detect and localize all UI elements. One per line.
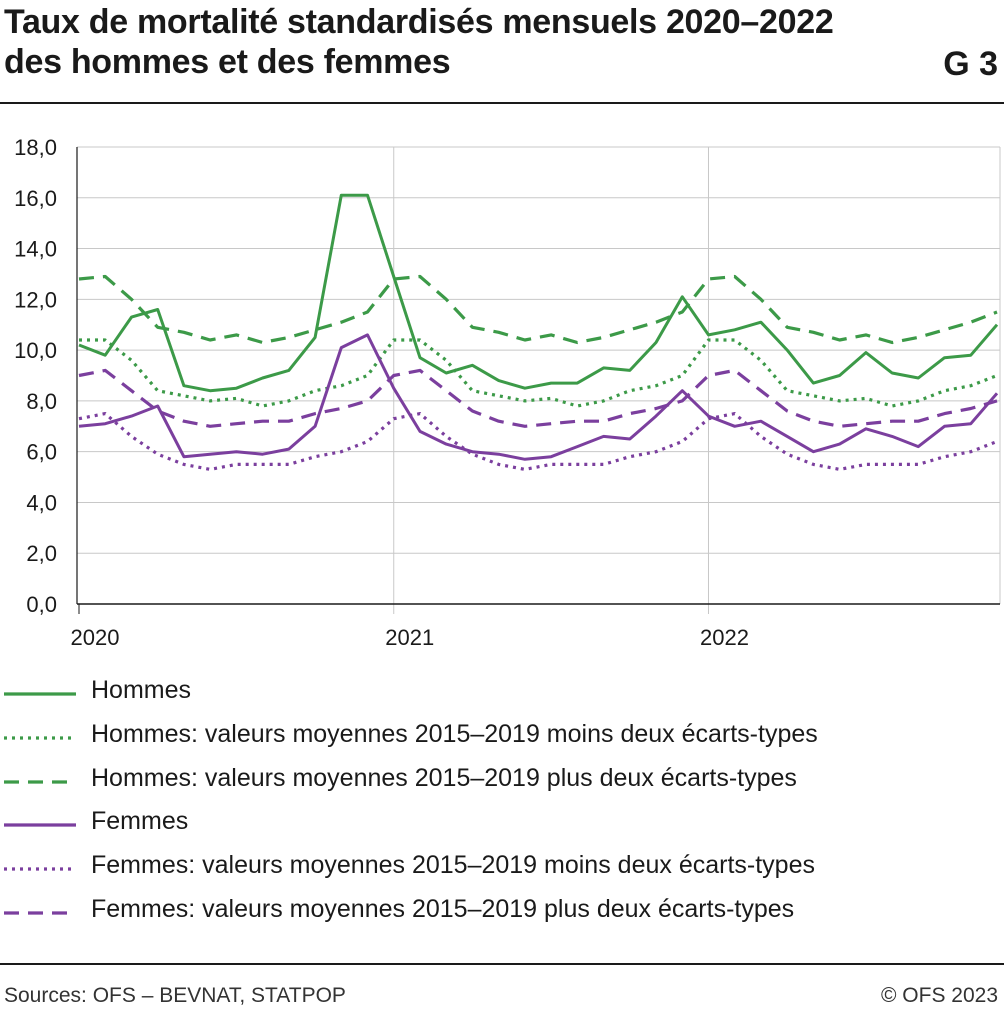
y-tick-label: 10,0 xyxy=(14,338,57,363)
series-line-2 xyxy=(78,274,998,345)
legend-label: Hommes: valeurs moyennes 2015–2019 moins… xyxy=(91,720,818,748)
x-axis: 2020 2021 2022 xyxy=(71,603,1000,650)
legend-item: Hommes: valeurs moyennes 2015–2019 plus … xyxy=(0,760,1004,804)
legend-item: Femmes xyxy=(0,803,1004,847)
copyright-note: © OFS 2023 xyxy=(880,984,998,1007)
legend-label: Hommes: valeurs moyennes 2015–2019 plus … xyxy=(91,764,797,792)
x-tick-label: 2022 xyxy=(700,625,749,650)
legend-item: Hommes: valeurs moyennes 2015–2019 moins… xyxy=(0,716,1004,760)
legend-label: Femmes: valeurs moyennes 2015–2019 plus … xyxy=(91,895,795,923)
legend-item: Femmes: valeurs moyennes 2015–2019 moins… xyxy=(0,847,1004,891)
y-tick-label: 12,0 xyxy=(14,287,57,312)
series-line-4 xyxy=(78,412,998,471)
legend-label: Femmes: valeurs moyennes 2015–2019 moins… xyxy=(91,851,815,879)
x-tick-label: 2021 xyxy=(385,625,434,650)
source-note: Sources: OFS – BEVNAT, STATPOP xyxy=(4,984,346,1007)
chart-grid xyxy=(77,146,1001,614)
chart-series xyxy=(78,193,999,471)
chart-title-line-2: des hommes et des femmes xyxy=(4,43,451,81)
legend-swatch xyxy=(4,692,76,696)
y-axis: 0,0 2,0 4,0 6,0 8,0 10,0 12,0 14,0 16,0 18,0 xyxy=(14,135,78,617)
y-tick-label: 14,0 xyxy=(14,237,57,262)
series-line-3 xyxy=(78,333,999,461)
legend-swatch xyxy=(4,780,76,784)
legend-swatch xyxy=(4,911,76,915)
series-line-5 xyxy=(78,368,998,428)
legend-item: Femmes: valeurs moyennes 2015–2019 plus … xyxy=(0,891,1004,935)
header-divider xyxy=(0,102,1004,104)
y-tick-label: 2,0 xyxy=(26,541,57,566)
line-chart: 0,0 2,0 4,0 6,0 8,0 10,0 12,0 14,0 16,0 18,0 2020… xyxy=(14,135,1001,650)
legend-swatch xyxy=(4,823,76,827)
legend-label: Hommes xyxy=(91,676,192,704)
legend-swatch xyxy=(4,867,76,871)
legend-swatch xyxy=(4,736,76,740)
chart-title: Taux de mortalité standardisés mensuels … xyxy=(4,2,834,82)
y-tick-label: 0,0 xyxy=(26,592,57,617)
y-tick-label: 6,0 xyxy=(26,440,57,465)
chart-title-line-1: Taux de mortalité standardisés mensuels … xyxy=(4,3,834,41)
legend-item: Hommes xyxy=(0,672,1004,716)
series-line-0 xyxy=(78,193,999,393)
y-tick-label: 18,0 xyxy=(14,135,57,160)
chart-code: G 3 xyxy=(943,45,998,83)
y-tick-label: 4,0 xyxy=(26,490,57,515)
footer-divider xyxy=(0,963,1004,965)
legend-label: Femmes xyxy=(91,807,189,835)
x-tick-label: 2020 xyxy=(71,625,120,650)
y-tick-label: 8,0 xyxy=(26,389,57,414)
y-tick-label: 16,0 xyxy=(14,186,57,211)
